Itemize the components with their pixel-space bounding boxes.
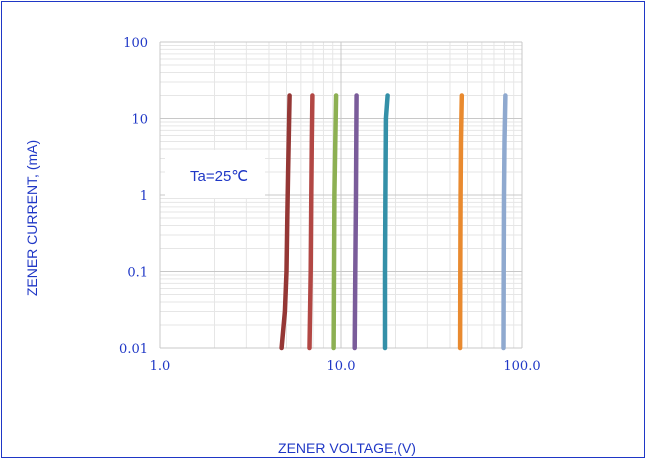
series-line-2	[307, 93, 315, 351]
y-tick-label: 10	[131, 113, 148, 128]
y-tick-label: 1	[140, 189, 148, 204]
y-tick-label: 0.1	[127, 266, 148, 281]
y-tick-label: 0.01	[119, 342, 148, 357]
x-tick-label: 100.0	[503, 359, 540, 374]
y-axis-title: ZENER CURRENT, (mA)	[24, 140, 40, 296]
series-line-5	[382, 93, 390, 351]
series-line-3	[331, 93, 339, 351]
series-line-4	[352, 93, 359, 351]
series-line-1	[279, 93, 292, 351]
series-group	[279, 93, 508, 351]
y-tick-label: 100	[123, 36, 148, 51]
annotation-box: Ta=25℃	[165, 150, 265, 198]
annotation-text: Ta=25℃	[190, 168, 248, 185]
x-axis-title: ZENER VOLTAGE,(V)	[278, 440, 416, 456]
x-tick-label: 1.0	[150, 359, 171, 374]
y-tick-labels: 0.01 0.1 1 10 100	[119, 36, 148, 357]
grid	[159, 41, 523, 349]
series-line-7	[501, 93, 508, 351]
x-tick-label: 10.0	[327, 359, 356, 374]
x-tick-labels: 1.0 10.0 100.0	[150, 359, 541, 374]
series-line-6	[457, 93, 465, 351]
